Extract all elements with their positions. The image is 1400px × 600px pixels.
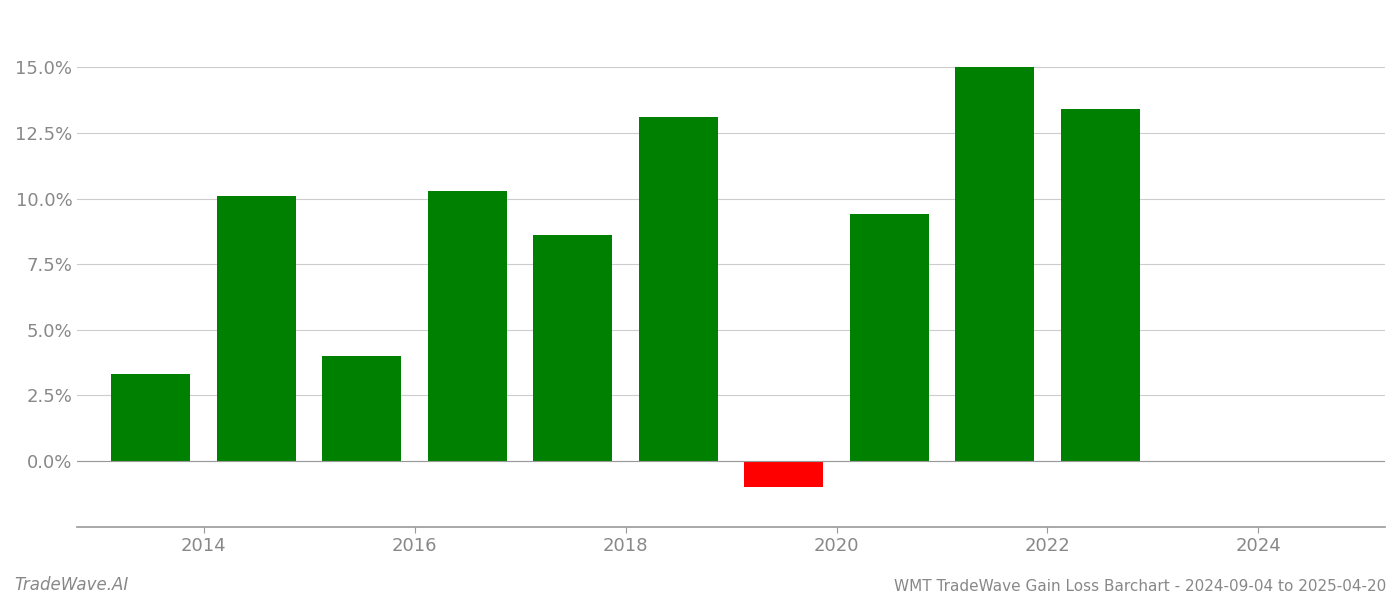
Bar: [217, 196, 295, 461]
Bar: [322, 356, 402, 461]
Bar: [955, 67, 1035, 461]
Bar: [533, 235, 612, 461]
Bar: [112, 374, 190, 461]
Bar: [638, 118, 718, 461]
Text: TradeWave.AI: TradeWave.AI: [14, 576, 129, 594]
Bar: [1061, 109, 1140, 461]
Bar: [850, 214, 928, 461]
Text: WMT TradeWave Gain Loss Barchart - 2024-09-04 to 2025-04-20: WMT TradeWave Gain Loss Barchart - 2024-…: [893, 579, 1386, 594]
Bar: [428, 191, 507, 461]
Bar: [745, 461, 823, 487]
